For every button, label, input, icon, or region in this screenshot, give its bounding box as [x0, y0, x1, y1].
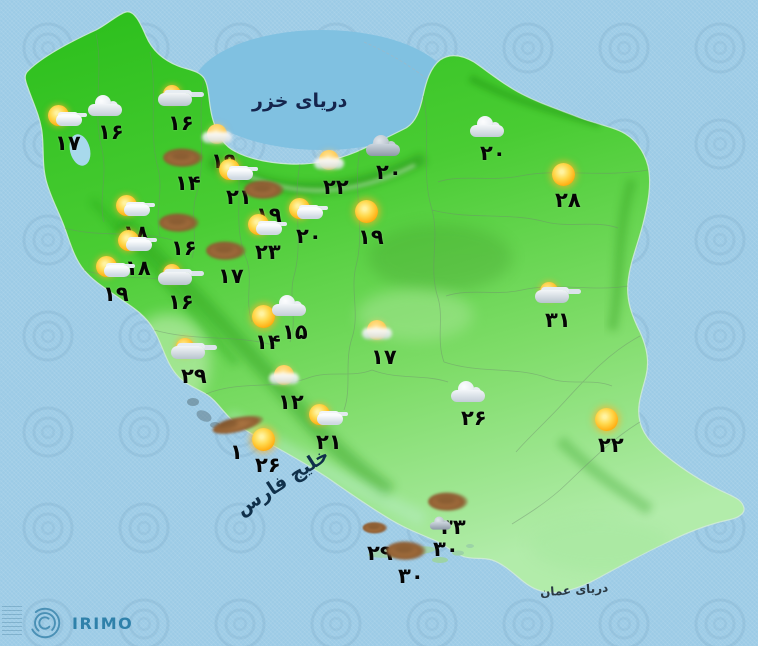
estuary-inlets: [187, 398, 220, 428]
persian-gulf-islands: [368, 544, 474, 563]
lake-urmia: [69, 134, 91, 166]
logo-fineprint: [2, 606, 22, 638]
irimo-logo-text: IRIMO: [72, 613, 134, 633]
caspian-sea-label: دریای خزر: [252, 90, 348, 112]
caspian-sea: [192, 30, 452, 150]
irimo-logo: IRIMO: [26, 604, 133, 642]
irimo-spiral-icon: [29, 607, 61, 639]
